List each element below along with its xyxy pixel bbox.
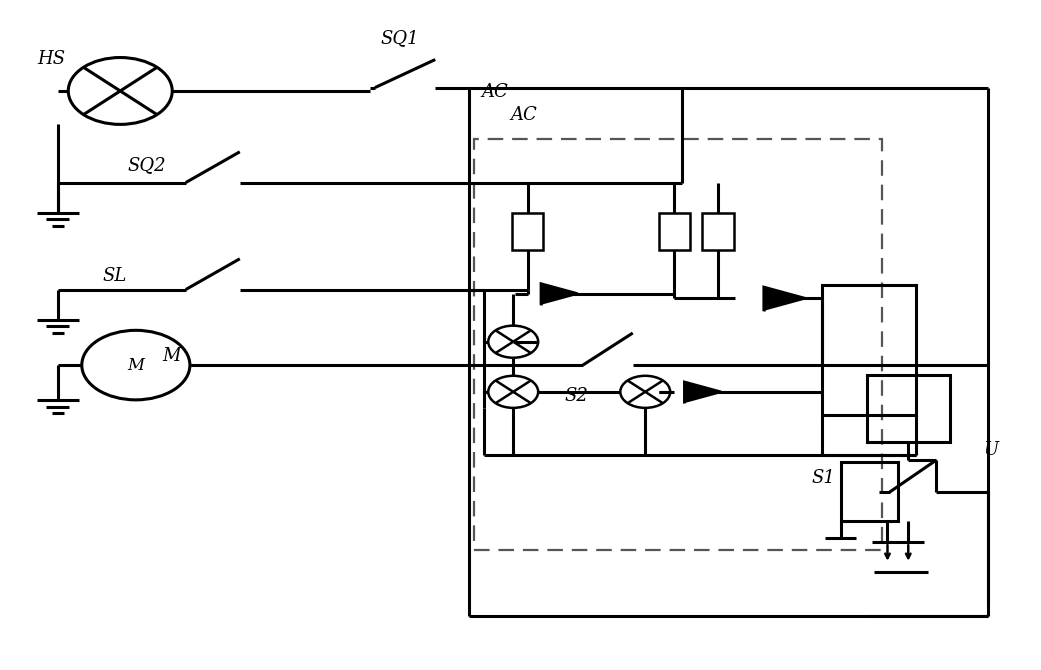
Polygon shape [541, 283, 578, 304]
Text: S2: S2 [564, 387, 588, 405]
Polygon shape [764, 287, 806, 310]
Bar [867, 375, 949, 442]
Bar [474, 139, 883, 550]
Text: U: U [983, 441, 998, 459]
Bar [841, 462, 898, 521]
Text: SQ1: SQ1 [380, 29, 418, 48]
Text: AC: AC [481, 83, 508, 101]
Polygon shape [684, 382, 721, 402]
Text: M: M [161, 347, 180, 365]
Bar [822, 285, 915, 415]
Text: SQ2: SQ2 [128, 157, 167, 174]
Text: AC: AC [510, 107, 537, 125]
Text: M: M [127, 356, 145, 374]
Bar [659, 213, 690, 250]
Bar [512, 213, 543, 250]
Bar [703, 213, 734, 250]
Text: S1: S1 [812, 470, 836, 488]
Text: SL: SL [103, 267, 127, 285]
Text: HS: HS [37, 50, 66, 68]
